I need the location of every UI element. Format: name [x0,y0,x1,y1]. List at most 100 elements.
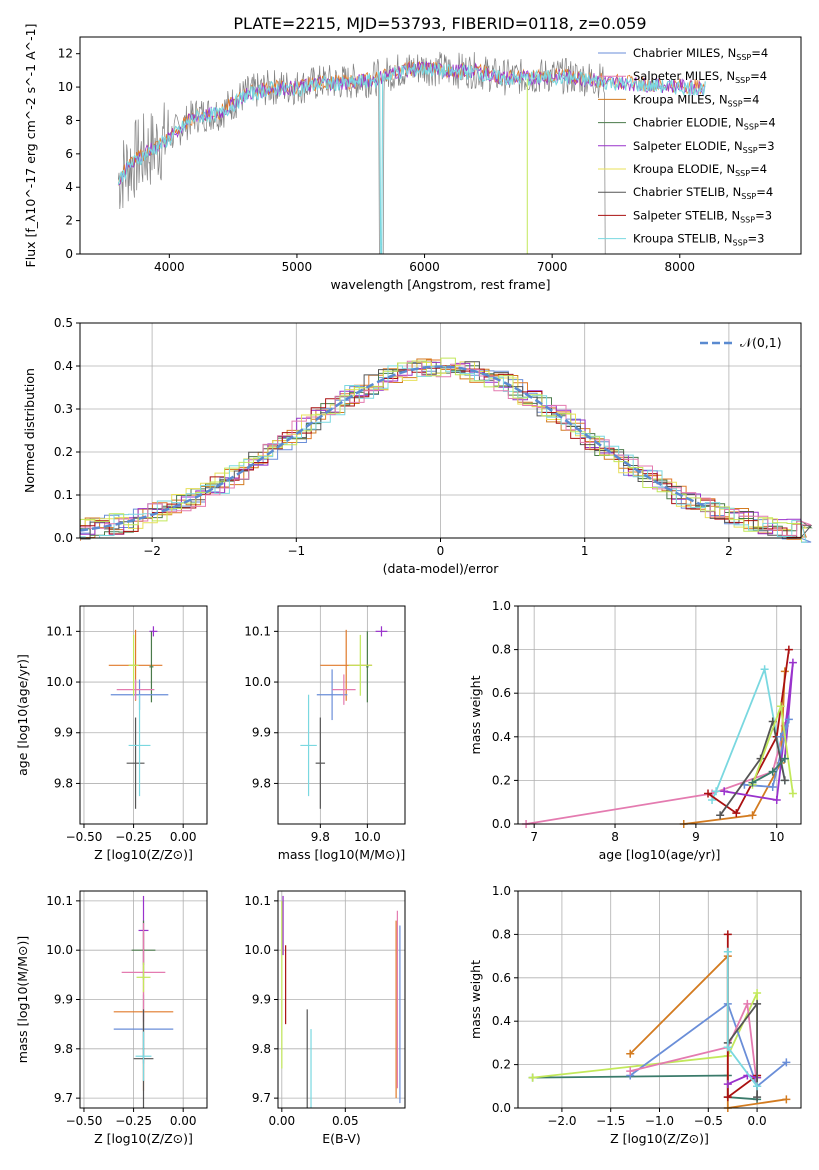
x-tick-label: 4000 [154,260,185,274]
spectrum-plot-area [117,51,706,254]
age_vs_mass-chart: 9.8 10.0 9.8 9.9 10.0 10.1 mass [log10(M/M⊙)] [244,605,406,862]
x-axis-label: wavelength [Angstrom, rest frame] [330,277,550,292]
x-tick-label: 5000 [282,260,313,274]
age_vs_z-plot-area [108,626,169,809]
legend-entry: Kroupa STELIB, NSSP=3 [633,232,764,248]
legend-entry: 𝒩(0,1) [740,335,782,350]
weight-marker [723,1093,732,1102]
legend-entry: Chabrier ELODIE, NSSP=4 [633,116,776,132]
weight-marker [772,796,781,805]
y-tick-label: 0.4 [492,1014,511,1028]
y-tick-label: 10.0 [46,675,73,689]
mass_vs_ebv-plot-area [281,895,401,1108]
weight-marker [780,754,789,763]
x-tick-label: 7 [530,830,538,844]
y-tick-label: 10.0 [244,675,271,689]
legend-entry: Salpeter ELODIE, NSSP=3 [633,139,775,155]
y-tick-label: 9.8 [252,1042,271,1056]
y-tick-label: 2 [65,214,73,228]
x-tick-label: 9 [692,830,700,844]
x-tick-label: −0.25 [115,830,152,844]
y-tick-label: 12 [58,47,73,61]
axes-frame [79,605,208,825]
x-axis-label: Z [log10(Z/Z⊙)] [610,1131,709,1146]
x-tick-label: 0 [437,544,445,558]
legend-entry: Salpeter STELIB, NSSP=3 [633,208,772,224]
y-tick-label: 10.1 [46,624,73,638]
weight_vs_z-plot-area [528,930,791,1112]
x-tick-label: −1 [287,544,305,558]
y-tick-label: 9.8 [252,776,271,790]
x-axis-label: age [log10(age/yr)] [599,847,721,862]
legend-entry: Salpeter MILES, NSSP=4 [633,69,767,85]
weight-marker [784,645,793,654]
weight_vs_z-chart: −2.0 −1.5 −1.0 −0.5 0.0 0.0 0.2 0.4 0.6 0.8 1.0 Z [… [468,884,802,1146]
weight-marker [716,811,725,820]
mass_vs_ebv-chart: 0.00 0.05 9.7 9.8 9.9 10.0 10.1 E(B-V) [244,890,406,1146]
weight-series-line [726,951,758,1087]
y-tick-label: 0.5 [54,316,73,330]
x-axis-label: mass [log10(M/M⊙)] [278,847,406,862]
normal-curve [79,365,708,532]
y-tick-label: 0.4 [54,359,73,373]
y-tick-label: 10 [58,80,73,94]
weight-marker [780,776,789,785]
x-tick-label: 7000 [537,260,568,274]
x-axis-label: E(B-V) [322,1131,361,1146]
y-tick-label: 9.8 [54,776,73,790]
x-axis-label: (data-model)/error [383,561,500,576]
spectrum-model-line [117,62,706,254]
weight-marker [782,1058,791,1067]
y-tick-label: 0.1 [54,488,73,502]
y-axis-label: Flux [f_λ10^-17 erg cm^-2 s^-1 A^-1] [23,24,38,268]
y-tick-label: 0.3 [54,402,73,416]
y-tick-label: 0.2 [54,445,73,459]
y-axis-label: mass weight [468,675,483,754]
y-tick-label: 10.1 [46,894,73,908]
x-tick-label: 0.00 [170,1114,197,1128]
residual-chart: −2 −1 0 1 2 0.0 0.1 0.2 0.3 0.4 0.5 (data-model)/er… [22,316,813,576]
weight-series-line [629,1002,787,1088]
y-tick-label: 0.6 [492,686,511,700]
x-tick-label: −1.5 [596,1114,625,1128]
y-tick-label: 9.9 [252,726,271,740]
y-tick-label: 0.8 [492,927,511,941]
y-tick-label: 0.2 [492,1058,511,1072]
y-tick-label: 8 [65,113,73,127]
x-tick-label: 8000 [664,260,695,274]
y-tick-label: 0 [65,247,73,261]
weight-marker [753,1093,762,1102]
spectrum-data [117,51,607,254]
legend-entry: Chabrier MILES, NSSP=4 [633,46,768,62]
y-tick-label: 0.4 [492,730,511,744]
weight-marker [760,665,769,674]
legend-entry: Kroupa ELODIE, NSSP=4 [633,162,767,178]
x-tick-label: 2 [725,544,733,558]
histogram-step [80,361,813,540]
weight-series-line [629,1000,758,1087]
weight-marker [723,930,732,939]
x-tick-label: 9.8 [311,830,330,844]
x-tick-label: 1 [581,544,589,558]
x-tick-label: 0.0 [748,1114,767,1128]
y-tick-label: 1.0 [492,599,511,613]
y-tick-label: 1.0 [492,884,511,898]
weight-series-line [719,717,786,816]
x-tick-label: −0.5 [694,1114,723,1128]
histogram-step [80,360,812,536]
y-tick-label: 10.1 [244,894,271,908]
x-tick-label: 10 [769,830,784,844]
weight-marker [528,1073,537,1082]
age_vs_mass-plot-area [300,626,388,809]
y-tick-label: 6 [65,147,73,161]
y-axis-label: mass [log10(M/M⊙)] [15,936,30,1064]
weight-marker [743,999,752,1008]
histogram-step [80,365,807,543]
y-axis-label: mass weight [468,960,483,1039]
weight-marker [748,811,757,820]
weight-series-line [525,725,786,825]
axes-frame [79,36,802,255]
weight-marker [776,702,785,711]
